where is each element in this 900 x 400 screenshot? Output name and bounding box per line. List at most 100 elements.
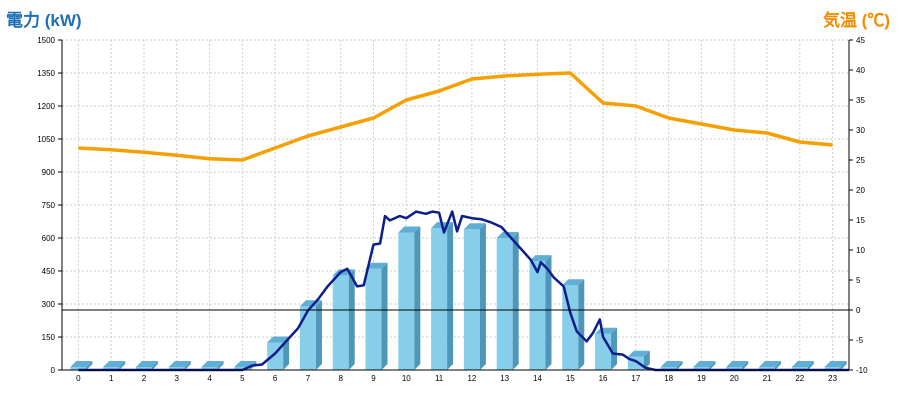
power-line: [78, 210, 849, 372]
power-bar-front: [201, 367, 218, 370]
right-tick-label: 30: [856, 126, 865, 135]
power-bar-front: [529, 261, 546, 370]
power-bar: [627, 350, 650, 370]
power-bar-front: [332, 275, 349, 370]
right-tick-label: 20: [856, 186, 865, 195]
power-bar-top: [660, 361, 683, 367]
x-tick-label: 3: [175, 374, 180, 383]
right-tick-label: 25: [856, 156, 865, 165]
x-tick-label: 11: [435, 374, 444, 383]
power-bar-top: [824, 361, 847, 367]
left-tick-label: 150: [42, 333, 56, 342]
right-tick-label: 10: [856, 246, 865, 255]
x-tick-label: 8: [339, 374, 344, 383]
right-tick-labels: -10 -5 0 5 10 15 20 25 30 35 40 45: [856, 36, 868, 375]
power-bar-front: [135, 367, 152, 370]
x-tick-label: 19: [697, 374, 706, 383]
left-tick-labels: 0 150 300 450 600 750 900 1050 1200 1350 1500: [37, 36, 55, 375]
x-tick-label: 5: [240, 374, 245, 383]
x-tick-label: 23: [828, 374, 837, 383]
power-bar: [726, 361, 749, 370]
power-bar: [365, 262, 388, 370]
power-bar-top: [398, 226, 421, 233]
power-bar-side: [512, 232, 519, 370]
power-bar-side: [283, 336, 290, 370]
power-bar-side: [348, 269, 355, 370]
power-bar-top: [791, 361, 814, 367]
left-tick-label: 750: [42, 201, 56, 210]
x-tick-label: 22: [795, 374, 804, 383]
power-bar: [103, 361, 126, 370]
x-tick-label: 16: [599, 374, 608, 383]
power-bar-side: [578, 279, 585, 370]
power-bar-front: [824, 367, 841, 370]
power-bar-top: [726, 361, 749, 367]
power-bar: [201, 361, 224, 370]
power-bar-front: [70, 367, 87, 370]
power-bar: [791, 361, 814, 370]
power-bar-front: [496, 238, 513, 370]
power-bar-side: [315, 300, 322, 370]
power-bar: [693, 361, 716, 370]
power-bar-side: [676, 361, 683, 370]
power-bar-side: [184, 361, 191, 370]
x-tick-label: 21: [763, 374, 772, 383]
power-bar: [529, 255, 552, 370]
power-bar-top: [627, 350, 650, 357]
power-bar: [398, 226, 421, 370]
power-bar: [759, 361, 782, 370]
x-tick-label: 0: [76, 374, 81, 383]
power-bar-front: [103, 367, 120, 370]
x-tick-label: 20: [730, 374, 739, 383]
power-bar-top: [693, 361, 716, 367]
power-bar-side: [807, 361, 814, 370]
power-bar: [496, 232, 519, 370]
grid-lines: [62, 39, 849, 370]
power-bar-side: [447, 222, 454, 370]
axes: [58, 39, 853, 371]
x-tick-label: 1: [109, 374, 114, 383]
power-bar-side: [775, 361, 782, 370]
right-tick-label: -10: [856, 366, 868, 375]
left-tick-label: 0: [51, 366, 56, 375]
power-bar-front: [299, 306, 316, 370]
power-bar-side: [414, 226, 421, 370]
x-tick-label: 15: [566, 374, 575, 383]
power-bar-front: [562, 285, 579, 370]
left-tick-label: 600: [42, 234, 56, 243]
power-bar-top: [267, 336, 290, 343]
power-bar-top: [168, 361, 191, 367]
power-bar-top: [562, 279, 585, 286]
power-bar: [431, 222, 454, 370]
power-bar-side: [151, 361, 158, 370]
power-bar-top: [70, 361, 93, 367]
power-bar-side: [742, 361, 749, 370]
power-bar-front: [726, 367, 743, 370]
right-tick-label: 5: [856, 276, 861, 285]
power-bar-front: [168, 367, 185, 370]
power-bar-side: [86, 361, 93, 370]
power-bar-top: [529, 255, 552, 262]
power-bar-front: [660, 367, 677, 370]
left-tick-label: 450: [42, 267, 56, 276]
power-bar-front: [234, 367, 251, 370]
power-bar-front: [759, 367, 776, 370]
left-tick-label: 1200: [37, 102, 55, 111]
left-tick-label: 1050: [37, 135, 55, 144]
power-bar-front: [365, 268, 382, 370]
power-bar-front: [693, 367, 710, 370]
power-bar-side: [545, 255, 552, 370]
x-tick-label: 12: [467, 374, 476, 383]
x-tick-label: 6: [273, 374, 278, 383]
right-axis-title: 気温 (℃): [822, 11, 890, 30]
power-bar-top: [103, 361, 126, 367]
left-tick-label: 300: [42, 300, 56, 309]
x-tick-label: 13: [500, 374, 509, 383]
power-bar: [463, 223, 486, 370]
power-bars: [70, 222, 847, 370]
power-bar: [824, 361, 847, 370]
x-tick-label: 9: [371, 374, 376, 383]
x-tick-label: 7: [306, 374, 311, 383]
left-tick-label: 1500: [37, 36, 55, 45]
